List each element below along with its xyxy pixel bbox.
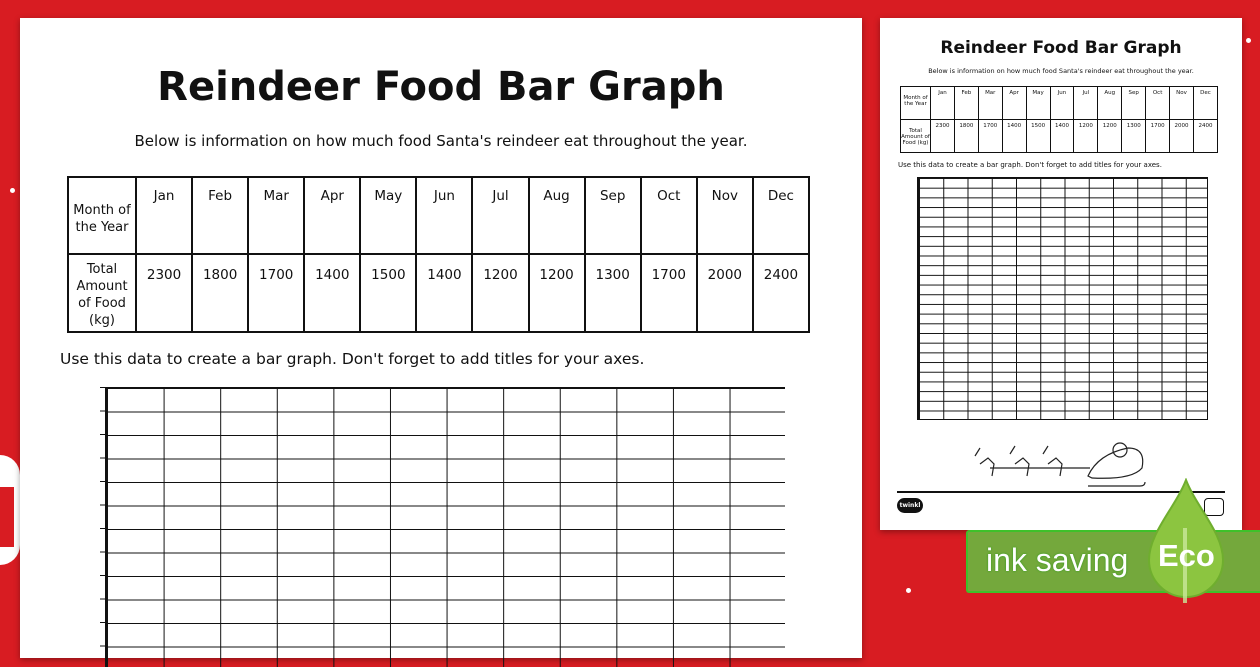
food-amount-cell: 1400 <box>303 253 362 333</box>
table-row: Total Amount of Food (kg) 2300 1800 1700 140… <box>67 253 811 333</box>
month-cell: Apr <box>303 176 362 255</box>
month-cell: Feb <box>191 176 250 255</box>
axis-ticks <box>100 387 106 667</box>
month-cell: Feb <box>953 86 979 120</box>
food-amount-cell: 1200 <box>1097 119 1123 153</box>
santa-sleigh-illustration <box>974 442 1146 487</box>
month-cell: Dec <box>1192 86 1219 120</box>
food-amount-cell: 1200 <box>527 253 586 333</box>
preview-instruction: Use this data to create a bar graph. Don… <box>898 161 1162 169</box>
month-cell: Sep <box>1121 86 1147 120</box>
food-amount-cell: 1500 <box>1025 119 1051 153</box>
food-amount-cell: 1700 <box>1145 119 1171 153</box>
preview-subtitle: Below is information on how much food Sa… <box>928 67 1194 75</box>
ink-saving-label: ink saving <box>986 542 1129 578</box>
food-amount-cell: 2300 <box>134 253 194 333</box>
month-cell: Jul <box>1073 86 1099 120</box>
food-amount-cell: 2300 <box>930 119 955 153</box>
month-cell: Jun <box>415 176 474 255</box>
preview-graph-grid <box>917 177 1208 420</box>
table-row: Month of the Year Jan Feb Mar Apr May Jun Jul Au… <box>67 176 811 255</box>
month-cell: Apr <box>1001 86 1027 120</box>
food-amount-cell: 1700 <box>977 119 1003 153</box>
month-cell: Jan <box>930 86 955 120</box>
food-amount-cell: 1200 <box>471 253 530 333</box>
table-row: Month of the Year Jan Feb Mar Apr May Jun Jul Au… <box>900 86 1219 120</box>
preview-title: Reindeer Food Bar Graph <box>940 38 1182 58</box>
data-table: Month of the Year Jan Feb Mar Apr May Jun Jul Au… <box>67 176 811 333</box>
footer-badge-icon <box>1204 498 1224 516</box>
month-cell: Nov <box>1169 86 1194 120</box>
month-cell: Sep <box>583 176 642 255</box>
food-amount-cell: 2000 <box>695 253 754 333</box>
snow-dot <box>1246 38 1251 43</box>
background-decoration <box>0 455 20 565</box>
eco-leaf-drop-icon <box>1147 478 1225 603</box>
worksheet-page-large: Reindeer Food Bar Graph Below is informa… <box>20 18 862 667</box>
food-amount-cell: 1400 <box>1049 119 1075 153</box>
month-cell: Nov <box>695 176 754 255</box>
worksheet-subtitle: Below is information on how much food Sa… <box>134 132 748 150</box>
food-amount-cell: 1500 <box>359 253 418 333</box>
food-amount-cell: 1400 <box>1001 119 1027 153</box>
food-amount-cell: 2400 <box>1192 119 1219 153</box>
month-cell: Oct <box>639 176 698 255</box>
food-amount-cell: 1300 <box>583 253 642 333</box>
blank-graph-grid <box>105 387 785 667</box>
food-amount-cell: 1700 <box>247 253 306 333</box>
food-amount-cell: 1800 <box>191 253 250 333</box>
food-amount-cell: 1700 <box>639 253 698 333</box>
eco-label: Eco <box>1158 538 1215 573</box>
month-cell: Jan <box>134 176 194 255</box>
footer-line <box>897 491 1225 493</box>
month-cell: Mar <box>977 86 1003 120</box>
instruction-text: Use this data to create a bar graph. Don… <box>60 350 645 368</box>
twinkl-logo: twinkl <box>897 498 923 513</box>
food-amount-cell: 2000 <box>1169 119 1194 153</box>
snow-dot <box>10 188 15 193</box>
food-amount-cell: 1800 <box>953 119 979 153</box>
worksheet-page-preview: Reindeer Food Bar Graph Below is informa… <box>880 18 1242 530</box>
food-amount-cell: 1400 <box>415 253 474 333</box>
month-cell: Mar <box>247 176 306 255</box>
food-amount-cell: 1200 <box>1073 119 1099 153</box>
food-amount-cell: 2400 <box>751 253 811 333</box>
table-row: Total Amount of Food (kg) 2300 1800 1700 140… <box>900 119 1219 153</box>
month-cell: Aug <box>527 176 586 255</box>
row-header: Month of the Year <box>900 86 931 120</box>
month-cell: Dec <box>751 176 811 255</box>
food-amount-cell: 1300 <box>1121 119 1147 153</box>
month-cell: May <box>359 176 418 255</box>
row-header: Total Amount of Food (kg) <box>67 253 137 333</box>
month-cell: Oct <box>1145 86 1171 120</box>
worksheet-title: Reindeer Food Bar Graph <box>157 64 725 110</box>
month-cell: Aug <box>1097 86 1123 120</box>
snow-dot <box>906 588 911 593</box>
preview-data-table: Month of the Year Jan Feb Mar Apr May Jun Jul Au… <box>900 86 1219 153</box>
month-cell: May <box>1025 86 1051 120</box>
row-header: Month of the Year <box>67 176 137 255</box>
month-cell: Jun <box>1049 86 1075 120</box>
month-cell: Jul <box>471 176 530 255</box>
row-header: Total Amount of Food (kg) <box>900 119 931 153</box>
